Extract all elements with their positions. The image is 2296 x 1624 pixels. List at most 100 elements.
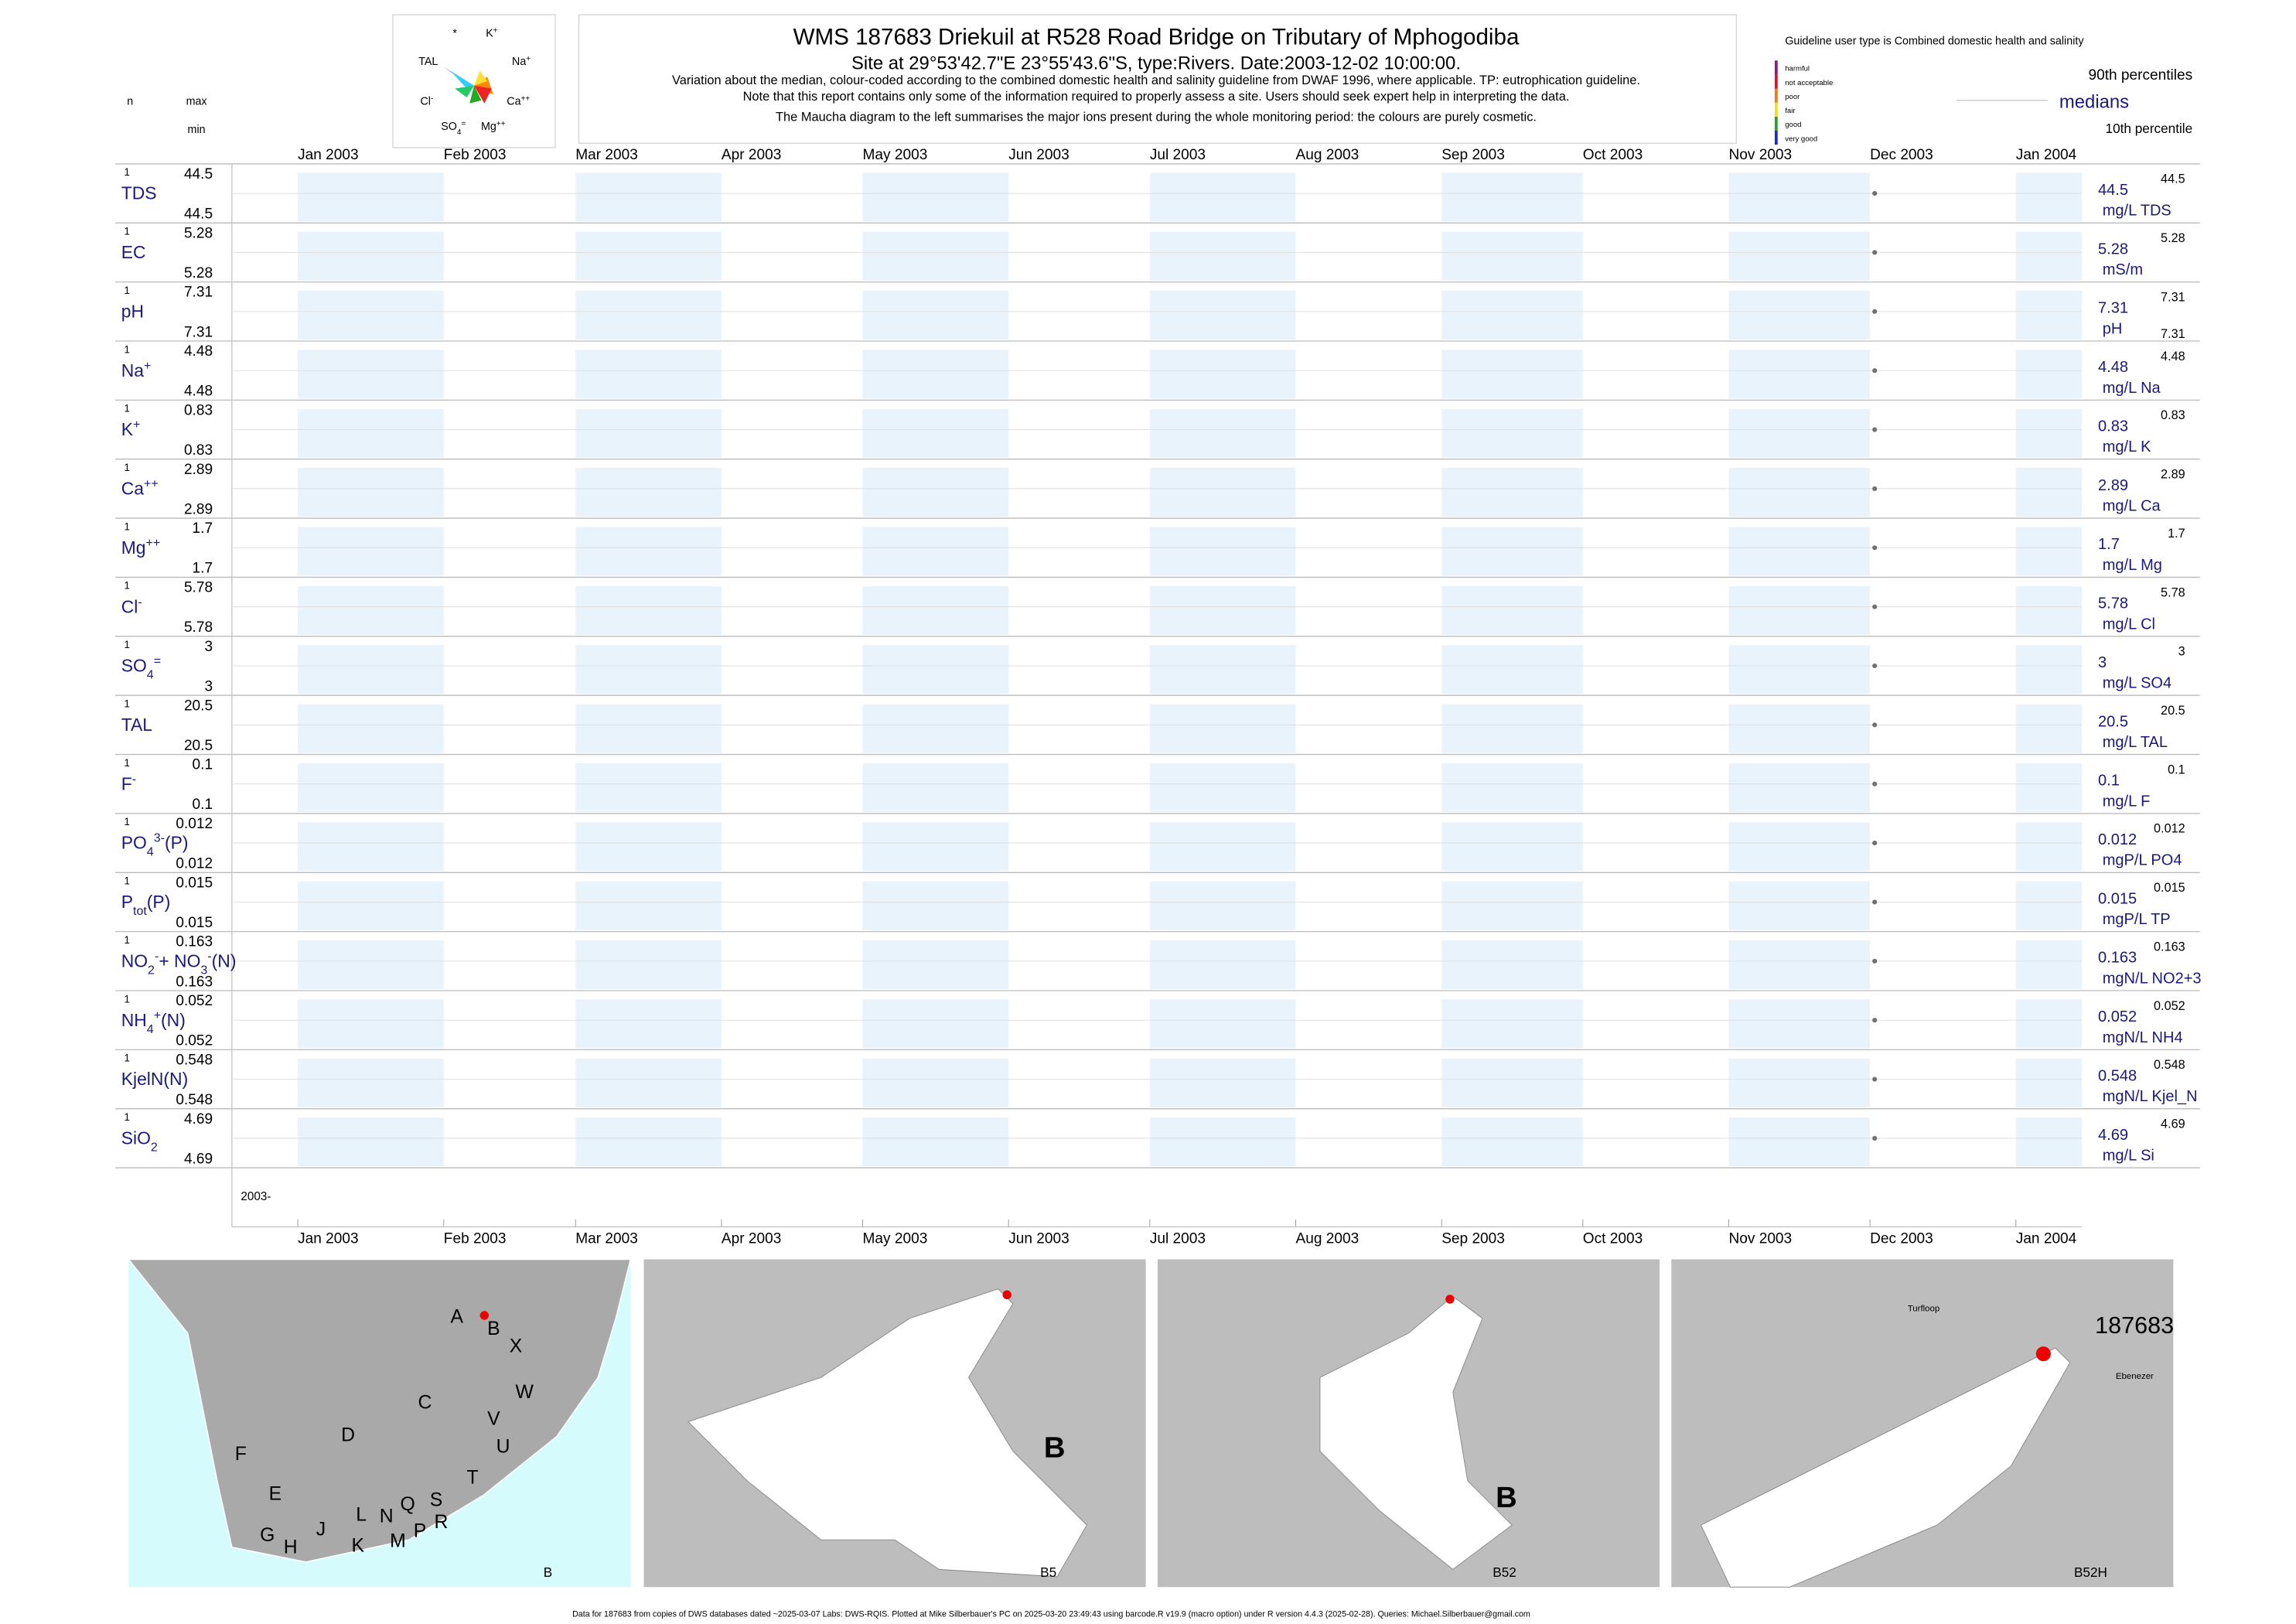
map-label: W [515,1382,534,1403]
p90-value: 4.48 [2161,350,2185,363]
map-label: V [487,1408,500,1429]
month-band [1149,940,1296,990]
map-label: Q [401,1494,415,1515]
maucha-label-part: + [493,26,498,35]
month-band [1728,822,1871,872]
parameter-name: Na+ [121,359,152,380]
n-value: 1 [125,993,130,1005]
min-value: 3 [204,678,213,694]
map-label: G [260,1525,275,1546]
month-band [1441,704,1583,753]
month-band [575,1117,722,1167]
month-band [1728,940,1871,990]
median-value: 3 [2098,654,2107,671]
p10-label: 10th percentile [2106,121,2193,136]
parameter-name-part: (N) [161,1010,186,1030]
parameter-name-part: KjelN(N) [121,1069,188,1089]
guideline-swatch [1774,116,1778,131]
month-band [1728,527,1871,576]
parameter-name: SO4= [121,654,161,682]
parameter-name-part: + [144,359,151,373]
n-value: 1 [125,580,130,592]
parameter-name-part: + [133,418,140,432]
sample-point [1872,722,1878,728]
max-value: 0.163 [176,934,213,950]
month-band [862,468,1009,517]
site-marker [1002,1290,1012,1299]
min-value: 2.89 [184,501,213,517]
parameter-name-part: SiO [121,1128,151,1148]
parameter-name-part: + NO [159,950,200,971]
guideline-swatch [1774,74,1778,89]
parameter-name-part: EC [121,242,146,262]
unit: mg/L TAL [2103,734,2168,751]
month-band [1149,527,1296,576]
max-value: 5.28 [184,225,213,241]
month-band [1149,1117,1296,1167]
month-band [862,527,1009,576]
month-band [1728,408,1871,458]
month-band [1149,822,1296,872]
unit: mg/L SO4 [2103,675,2171,692]
map-label: T [466,1468,478,1489]
map-label: B [1044,1431,1066,1464]
site-marker [1445,1295,1455,1304]
month-band [1728,645,1871,694]
parameter-name: NO2-+ NO3-(N) [121,949,237,977]
maucha-label-part: 4 [457,128,462,137]
month-band [862,881,1009,930]
max-value: 0.052 [176,993,213,1009]
unit: mgP/L PO4 [2103,852,2182,869]
parameter-name: KjelN(N) [121,1069,188,1089]
p90-value: 0.052 [2154,999,2185,1013]
month-band [298,999,444,1049]
month-band [298,1058,444,1107]
map-catchment [687,1288,1087,1578]
x-tick-label: May 2003 [863,147,928,163]
month-band [1149,704,1296,753]
month-band [1149,231,1296,281]
maucha-label-part: - [431,94,433,103]
map-land [127,1258,632,1563]
median-value: 7.31 [2098,300,2128,317]
map-label: Turfloop [1908,1304,1940,1313]
x-tick-label: Apr 2003 [722,147,781,163]
month-band [1441,231,1583,281]
map-label: Ebenezer [2116,1372,2154,1381]
unit: mgP/L TP [2103,911,2171,928]
median-value: 0.83 [2098,418,2128,435]
month-band [298,704,444,753]
x-tick-label: Jun 2003 [1008,147,1070,163]
n-value: 1 [125,1053,130,1064]
parameter-name: NH4+(N) [121,1008,186,1036]
month-band [1441,408,1583,458]
month-band [1149,881,1296,930]
x-tick-label: Nov 2003 [1728,147,1792,163]
parameter-name-part: - [132,772,136,786]
month-band [1728,881,1871,930]
month-band [2015,1117,2082,1167]
min-value: 4.69 [184,1151,213,1167]
sample-point [1872,1018,1878,1023]
max-value: 0.548 [176,1052,213,1068]
month-band [1149,999,1296,1049]
map-label: P [414,1520,427,1541]
parameter-name-part: 4 [147,1022,154,1036]
month-band [2015,822,2082,872]
guideline-level: good [1785,121,1801,129]
month-band [2015,645,2082,694]
unit: mgN/L NH4 [2103,1029,2183,1046]
x-tick-label: Mar 2003 [575,1230,638,1247]
map-catchment [1319,1295,1513,1570]
map-label: X [510,1336,523,1357]
month-band [862,763,1009,812]
month-band [575,999,722,1049]
maucha-label-part: * [452,28,457,40]
n-value: 1 [125,757,130,769]
p90-value: 0.83 [2161,408,2185,422]
max-value: 20.5 [184,698,213,714]
month-band [575,231,722,281]
sample-point [1872,191,1878,196]
